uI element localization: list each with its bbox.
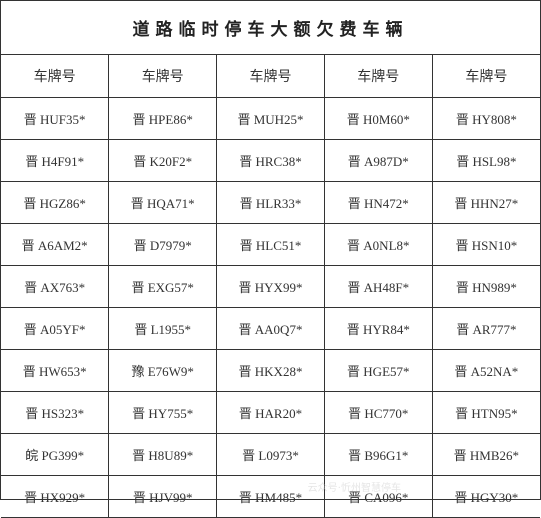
- table-row: 皖 PG399* 晋 H8U89* 晋 L0973* 晋 B96G1* 晋 HM…: [1, 434, 540, 476]
- plate-cell: 晋 HSL98*: [432, 140, 540, 182]
- plate-cell: 晋 HTN95*: [432, 392, 540, 434]
- plate-cell: 晋 HGE57*: [324, 350, 432, 392]
- plate-cell: 晋 HN472*: [324, 182, 432, 224]
- plate-cell: 晋 HUF35*: [1, 98, 109, 140]
- plate-cell: 晋 HYX99*: [217, 266, 325, 308]
- plate-cell: 晋 HJV99*: [109, 476, 217, 518]
- plate-cell: 晋 AR777*: [432, 308, 540, 350]
- column-header: 车牌号: [324, 55, 432, 98]
- column-header: 车牌号: [109, 55, 217, 98]
- plate-cell: 晋 D7979*: [109, 224, 217, 266]
- plate-cell: 晋 A0NL8*: [324, 224, 432, 266]
- table-row: 晋 HUF35* 晋 HPE86* 晋 MUH25* 晋 H0M60* 晋 HY…: [1, 98, 540, 140]
- plate-cell: 晋 HLR33*: [217, 182, 325, 224]
- table-row: 晋 HX929* 晋 HJV99* 晋 HM485* 晋 CA096* 晋 HG…: [1, 476, 540, 518]
- column-header: 车牌号: [1, 55, 109, 98]
- plate-cell: 晋 HAR20*: [217, 392, 325, 434]
- table-row: 晋 A05YF* 晋 L1955* 晋 AA0Q7* 晋 HYR84* 晋 AR…: [1, 308, 540, 350]
- plate-cell: 晋 H8U89*: [109, 434, 217, 476]
- plate-cell: 晋 HHN27*: [432, 182, 540, 224]
- plates-table: 车牌号 车牌号 车牌号 车牌号 车牌号 晋 HUF35* 晋 HPE86* 晋 …: [1, 55, 540, 518]
- plate-cell: 晋 HS323*: [1, 392, 109, 434]
- plate-cell: 豫 E76W9*: [109, 350, 217, 392]
- plate-cell: 晋 HPE86*: [109, 98, 217, 140]
- plate-cell: 晋 HMB26*: [432, 434, 540, 476]
- plate-cell: 晋 AX763*: [1, 266, 109, 308]
- plate-cell: 晋 HRC38*: [217, 140, 325, 182]
- table-row: 晋 H4F91* 晋 K20F2* 晋 HRC38* 晋 A987D* 晋 HS…: [1, 140, 540, 182]
- plate-cell: 晋 HQA71*: [109, 182, 217, 224]
- plate-cell: 晋 L1955*: [109, 308, 217, 350]
- plate-cell: 晋 L0973*: [217, 434, 325, 476]
- plate-cell: 晋 H0M60*: [324, 98, 432, 140]
- page-title: 道路临时停车大额欠费车辆: [1, 1, 540, 55]
- table-row: 晋 HW653* 豫 E76W9* 晋 HKX28* 晋 HGE57* 晋 A5…: [1, 350, 540, 392]
- plate-cell: 晋 HY808*: [432, 98, 540, 140]
- plate-cell: 皖 PG399*: [1, 434, 109, 476]
- plate-cell: 晋 HY755*: [109, 392, 217, 434]
- plate-cell: 晋 K20F2*: [109, 140, 217, 182]
- plate-cell: 晋 HN989*: [432, 266, 540, 308]
- table-header-row: 车牌号 车牌号 车牌号 车牌号 车牌号: [1, 55, 540, 98]
- plate-cell: 晋 B96G1*: [324, 434, 432, 476]
- column-header: 车牌号: [432, 55, 540, 98]
- plate-cell: 晋 H4F91*: [1, 140, 109, 182]
- plate-cell: 晋 AH48F*: [324, 266, 432, 308]
- table-row: 晋 HGZ86* 晋 HQA71* 晋 HLR33* 晋 HN472* 晋 HH…: [1, 182, 540, 224]
- plate-cell: 晋 HLC51*: [217, 224, 325, 266]
- plate-cell: 晋 A987D*: [324, 140, 432, 182]
- table-row: 晋 AX763* 晋 EXG57* 晋 HYX99* 晋 AH48F* 晋 HN…: [1, 266, 540, 308]
- plate-cell: 晋 HGZ86*: [1, 182, 109, 224]
- plate-cell: 晋 A52NA*: [432, 350, 540, 392]
- table-row: 晋 HS323* 晋 HY755* 晋 HAR20* 晋 HC770* 晋 HT…: [1, 392, 540, 434]
- table-row: 晋 A6AM2* 晋 D7979* 晋 HLC51* 晋 A0NL8* 晋 HS…: [1, 224, 540, 266]
- plate-cell: 晋 MUH25*: [217, 98, 325, 140]
- plate-cell: 晋 HC770*: [324, 392, 432, 434]
- watermark-text: 云众号·忻州智慧停车: [308, 479, 401, 494]
- plate-cell: 晋 HSN10*: [432, 224, 540, 266]
- plate-cell: 晋 HW653*: [1, 350, 109, 392]
- table-container: 道路临时停车大额欠费车辆 车牌号 车牌号 车牌号 车牌号 车牌号 晋 HUF35…: [0, 0, 541, 500]
- plate-cell: 晋 HX929*: [1, 476, 109, 518]
- column-header: 车牌号: [217, 55, 325, 98]
- table-body: 晋 HUF35* 晋 HPE86* 晋 MUH25* 晋 H0M60* 晋 HY…: [1, 98, 540, 518]
- plate augment-cell: 晋 EXG57*: [109, 266, 217, 308]
- plate-cell: 晋 AA0Q7*: [217, 308, 325, 350]
- plate-cell: 晋 HGY30*: [432, 476, 540, 518]
- plate-cell: 晋 A05YF*: [1, 308, 109, 350]
- plate-cell: 晋 HYR84*: [324, 308, 432, 350]
- plate-cell: 晋 A6AM2*: [1, 224, 109, 266]
- plate-cell: 晋 HKX28*: [217, 350, 325, 392]
